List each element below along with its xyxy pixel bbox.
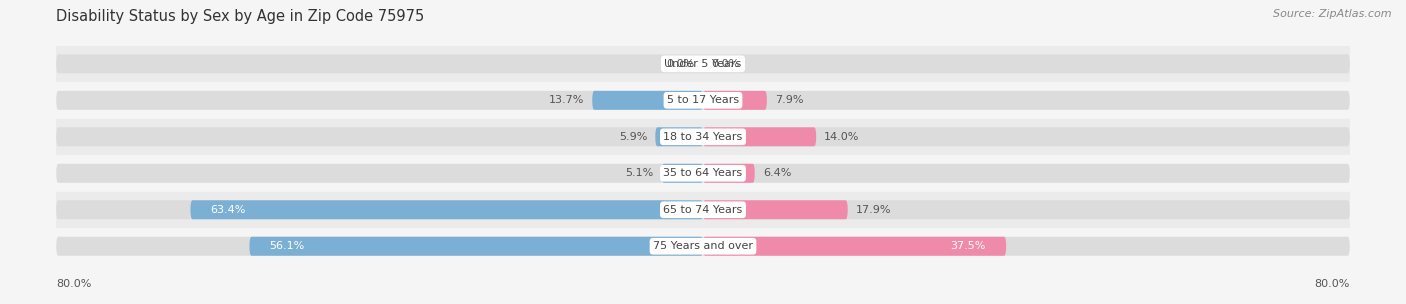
Text: 5.9%: 5.9% [619,132,647,142]
FancyBboxPatch shape [703,164,755,183]
Text: 65 to 74 Years: 65 to 74 Years [664,205,742,215]
Text: 17.9%: 17.9% [856,205,891,215]
Text: 75 Years and over: 75 Years and over [652,241,754,251]
Text: 5 to 17 Years: 5 to 17 Years [666,95,740,105]
Text: 13.7%: 13.7% [548,95,583,105]
Bar [56,119,1350,155]
FancyBboxPatch shape [56,54,1350,73]
Text: 80.0%: 80.0% [1315,279,1350,289]
FancyBboxPatch shape [56,91,1350,110]
Text: 18 to 34 Years: 18 to 34 Years [664,132,742,142]
FancyBboxPatch shape [703,127,817,146]
Bar [56,228,1350,264]
Text: Source: ZipAtlas.com: Source: ZipAtlas.com [1274,9,1392,19]
FancyBboxPatch shape [56,164,1350,183]
Text: 0.0%: 0.0% [711,59,740,69]
FancyBboxPatch shape [592,91,703,110]
Text: Under 5 Years: Under 5 Years [665,59,741,69]
Text: 14.0%: 14.0% [824,132,859,142]
FancyBboxPatch shape [703,91,766,110]
Text: 7.9%: 7.9% [775,95,803,105]
FancyBboxPatch shape [56,237,1350,256]
FancyBboxPatch shape [190,200,703,219]
Legend: Male, Female: Male, Female [643,301,763,304]
FancyBboxPatch shape [655,127,703,146]
FancyBboxPatch shape [249,237,703,256]
Text: 80.0%: 80.0% [56,279,91,289]
FancyBboxPatch shape [662,164,703,183]
Text: 6.4%: 6.4% [763,168,792,178]
Text: 0.0%: 0.0% [666,59,695,69]
FancyBboxPatch shape [703,200,848,219]
Text: 37.5%: 37.5% [950,241,986,251]
FancyBboxPatch shape [56,127,1350,146]
Bar [56,192,1350,228]
Text: Disability Status by Sex by Age in Zip Code 75975: Disability Status by Sex by Age in Zip C… [56,9,425,24]
Bar [56,82,1350,119]
Text: 63.4%: 63.4% [211,205,246,215]
Bar [56,46,1350,82]
Text: 56.1%: 56.1% [270,241,305,251]
Bar [56,155,1350,192]
Text: 5.1%: 5.1% [626,168,654,178]
FancyBboxPatch shape [703,237,1007,256]
FancyBboxPatch shape [56,200,1350,219]
Text: 35 to 64 Years: 35 to 64 Years [664,168,742,178]
